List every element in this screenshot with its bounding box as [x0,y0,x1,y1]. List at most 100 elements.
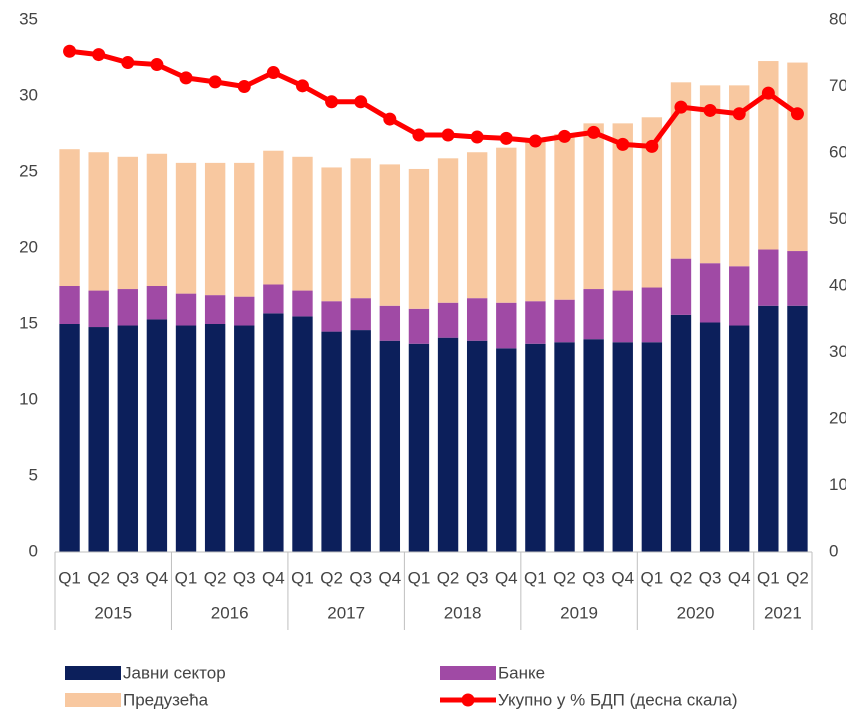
bar-segment [379,305,401,341]
bar-segment [408,308,430,344]
bar-segment [729,325,750,552]
bar-segment [175,293,197,326]
x-tick-label: Q3 [116,568,139,587]
bar-segment [263,150,284,285]
bar-segment [204,162,226,296]
line-marker [325,95,339,109]
x-tick-label: Q4 [146,568,169,587]
line-marker [179,71,193,85]
legend-label: Јавни сектор [123,663,226,682]
bar-segment [292,290,313,317]
x-tick-label: Q3 [466,568,489,587]
x-tick-label: Q4 [378,568,401,587]
line-marker [63,44,77,58]
bar-segment [554,299,575,343]
bar-segment [670,82,692,259]
bar-segment [729,266,750,326]
line-marker [499,131,513,145]
bar-segment [234,325,255,552]
bar-segment [641,342,663,552]
bar-segment [146,319,168,552]
bar-segment [175,162,197,294]
bar-segment [496,302,517,349]
y2-tick-label: 10 [829,475,846,494]
bar-segment [408,168,430,309]
line-marker [761,86,775,100]
legend-label: Предузећа [123,690,209,709]
y-tick-label: 5 [29,465,38,484]
y-tick-label: 15 [19,313,38,332]
y2-tick-label: 80 [829,9,846,28]
bar-segment [263,284,284,314]
y-tick-label: 0 [29,541,38,560]
bar-segment [234,162,255,297]
line-marker [616,137,630,151]
line-marker [266,66,280,80]
line-marker [208,75,222,89]
x-tick-label: Q1 [757,568,780,587]
line-marker [558,129,572,143]
bar-segment [466,340,488,552]
line-marker [470,130,484,144]
bar-segment [554,342,575,552]
bar-segment [758,305,779,552]
x-tick-label: Q1 [524,568,547,587]
x-tick-label: Q3 [233,568,256,587]
line-marker [237,80,251,93]
y-tick-label: 10 [19,389,38,408]
bar-segment [204,295,226,324]
bar-segment [117,156,138,290]
bar-segment [670,258,692,315]
legend-swatch [65,693,121,707]
line-marker [645,139,659,153]
bar-segment [670,314,692,552]
bar-segment [234,296,255,326]
line-marker [674,100,688,114]
legend-label: Укупно у % БДП (десна скала) [498,690,738,709]
line-marker [587,125,601,139]
legend-swatch [461,693,475,707]
legend-swatch [440,666,496,680]
bar-segment [263,313,284,552]
bar-segment [583,123,604,290]
y-tick-label: 30 [19,85,38,104]
bar-segment [787,305,808,552]
bar-segment [117,325,138,552]
bar-segment [88,152,109,291]
bar-segment [321,301,342,332]
bar-segment [146,286,168,320]
legend-swatch [65,666,121,680]
bar-segment [175,325,197,552]
bar-segment [525,141,546,302]
bar-segment [758,249,779,306]
line-marker [412,128,426,142]
bar-segment [583,289,604,340]
x-tick-label: Q1 [641,568,664,587]
x-tick-label: Q2 [87,568,110,587]
bar-segment [583,339,604,552]
group-label: 2019 [560,603,598,622]
line-marker [528,134,542,148]
bar-segment [59,149,80,286]
bar-segment [437,158,459,303]
bar-segment [787,251,808,306]
y2-tick-label: 70 [829,76,846,95]
group-label: 2021 [764,603,802,622]
bar-segment [612,290,633,343]
x-tick-label: Q1 [408,568,431,587]
line-marker [790,107,804,121]
x-tick-label: Q3 [699,568,722,587]
legend-label: Банке [498,663,545,682]
bar-segment [59,286,80,324]
group-label: 2018 [444,603,482,622]
y-tick-label: 20 [19,237,38,256]
x-tick-label: Q3 [349,568,372,587]
bar-segment [292,316,313,552]
x-tick-label: Q2 [437,568,460,587]
bar-segment [88,290,109,328]
line-marker [150,58,164,72]
group-label: 2016 [211,603,249,622]
x-tick-label: Q4 [495,568,518,587]
group-label: 2017 [327,603,365,622]
